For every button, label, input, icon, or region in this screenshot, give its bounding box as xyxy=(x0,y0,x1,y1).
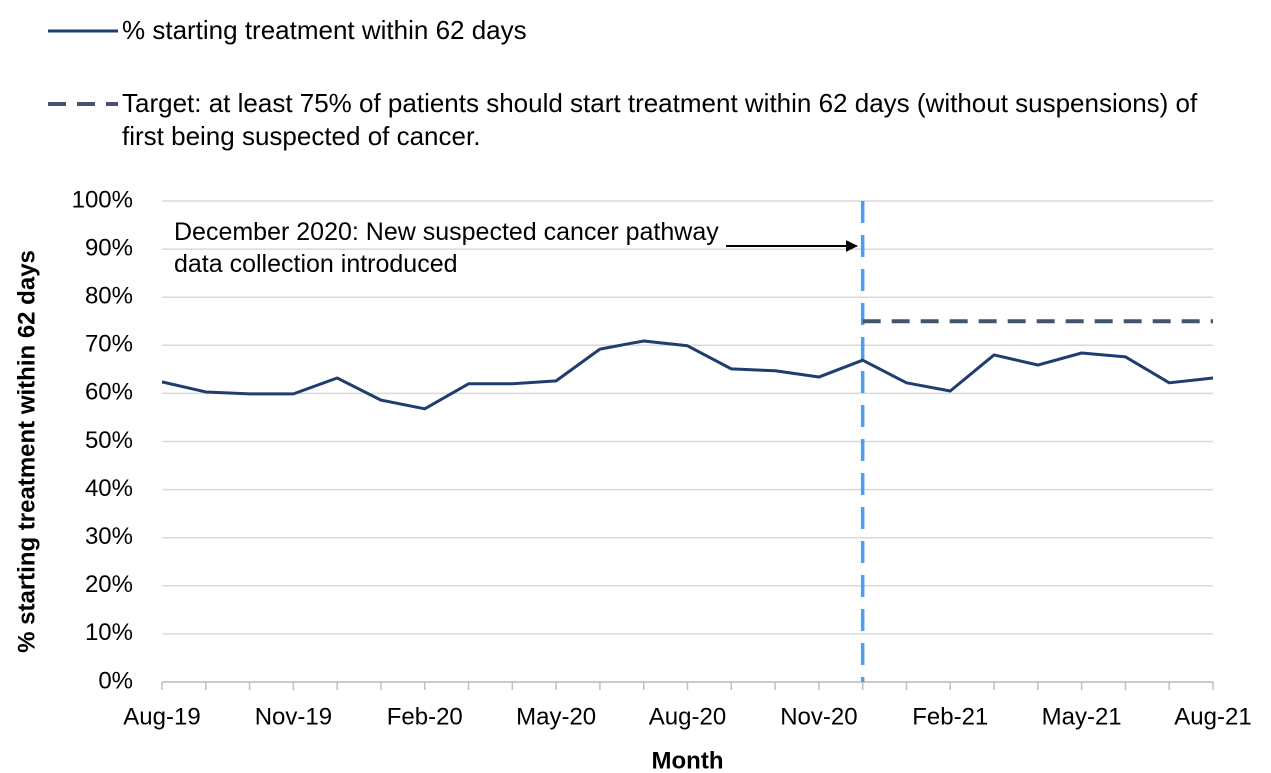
y-tick-label: 80% xyxy=(85,283,133,310)
x-tick-label: Aug-20 xyxy=(649,703,726,730)
annotation-text: December 2020: New suspected cancer path… xyxy=(174,218,719,278)
y-tick-label: 100% xyxy=(72,186,133,213)
y-tick-label: 30% xyxy=(85,523,133,550)
x-tick-label: May-20 xyxy=(516,703,596,730)
x-tick-label: Nov-20 xyxy=(780,703,857,730)
y-tick-label: 50% xyxy=(85,427,133,454)
x-tick-label: May-21 xyxy=(1042,703,1122,730)
x-axis-label: Month xyxy=(652,747,724,773)
y-tick-label: 70% xyxy=(85,331,133,358)
x-tick-label: Aug-19 xyxy=(123,703,200,730)
x-tick-label: Feb-20 xyxy=(387,703,463,730)
x-tick-label: Feb-21 xyxy=(912,703,988,730)
x-tick-label: Nov-19 xyxy=(255,703,332,730)
y-tick-label: 60% xyxy=(85,379,133,406)
y-tick-label: 20% xyxy=(85,571,133,598)
y-tick-label: 10% xyxy=(85,619,133,646)
y-axis-label: % starting treatment within 62 days xyxy=(13,250,40,653)
x-tick-label: Aug-21 xyxy=(1174,703,1251,730)
series-line xyxy=(161,339,1214,411)
legend-label: Target: at least 75% of patients should … xyxy=(122,88,1198,151)
y-tick-label: 90% xyxy=(85,234,133,261)
y-tick-label: 40% xyxy=(85,475,133,502)
y-tick-label: 0% xyxy=(98,667,133,694)
legend-label: % starting treatment within 62 days xyxy=(122,15,527,45)
